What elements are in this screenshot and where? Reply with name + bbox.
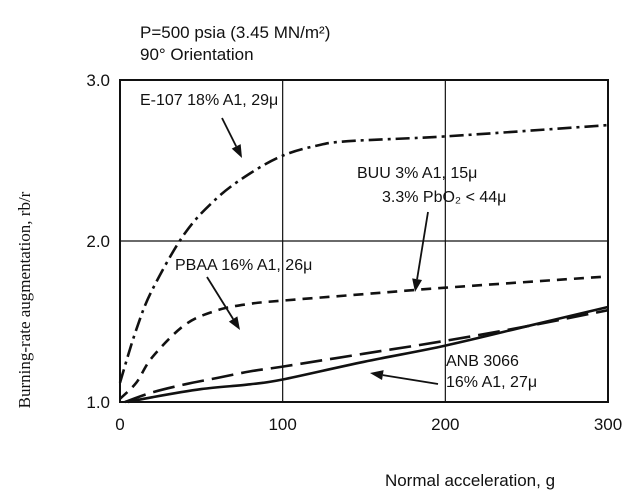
annotation-e107-line-0: E-107 18% A1, 29μ (140, 92, 278, 109)
annotation-arrow-0 (221, 117, 237, 147)
plot-frame (119, 79, 609, 403)
x-tick-label: 100 (268, 415, 296, 434)
annotation-arrows (206, 117, 439, 385)
annotation-anb-line-0: ANB 3066 (446, 353, 519, 370)
annotation-buu-line-1: 3.3% PbO₂ < 44μ (382, 189, 506, 206)
y-tick-label: 1.0 (86, 393, 110, 412)
x-tick-label: 300 (594, 415, 622, 434)
annotations: E-107 18% A1, 29μ BUU 3% A1, 15μ 3.3% PbO₂… (140, 92, 537, 391)
x-axis-label: Normal acceleration, g (385, 471, 555, 490)
series-line-2 (124, 308, 609, 404)
arrow-head-1 (412, 278, 423, 292)
x-tick-label: 0 (115, 415, 124, 434)
arrow-head-3 (370, 370, 384, 381)
series-line-1 (119, 275, 609, 400)
header-line-2: 90° Orientation (140, 45, 254, 64)
x-tick-labels: 0 100 200 300 (115, 415, 622, 434)
series-line-0 (118, 123, 609, 384)
series-group (118, 123, 609, 404)
annotation-anb-line-1: 16% A1, 27μ (446, 374, 537, 391)
y-axis-label: Burning-rate augmentation, rb/r (15, 191, 34, 408)
series-line-3 (127, 305, 609, 404)
grid (120, 80, 608, 402)
y-tick-labels: 1.0 2.0 3.0 (86, 71, 110, 412)
x-tick-label: 200 (431, 415, 459, 434)
annotation-arrow-1 (416, 211, 429, 280)
y-tick-label: 2.0 (86, 232, 110, 251)
annotation-buu-line-0: BUU 3% A1, 15μ (357, 165, 477, 182)
y-tick-label: 3.0 (86, 71, 110, 90)
arrow-head-0 (231, 144, 242, 158)
annotation-arrow-2 (206, 276, 234, 320)
annotation-arrow-3 (382, 374, 439, 385)
arrow-head-2 (228, 316, 240, 330)
annotation-pbaa-line-0: PBAA 16% A1, 26μ (175, 257, 312, 274)
header-line-1: P=500 psia (3.45 MN/m²) (140, 23, 330, 42)
